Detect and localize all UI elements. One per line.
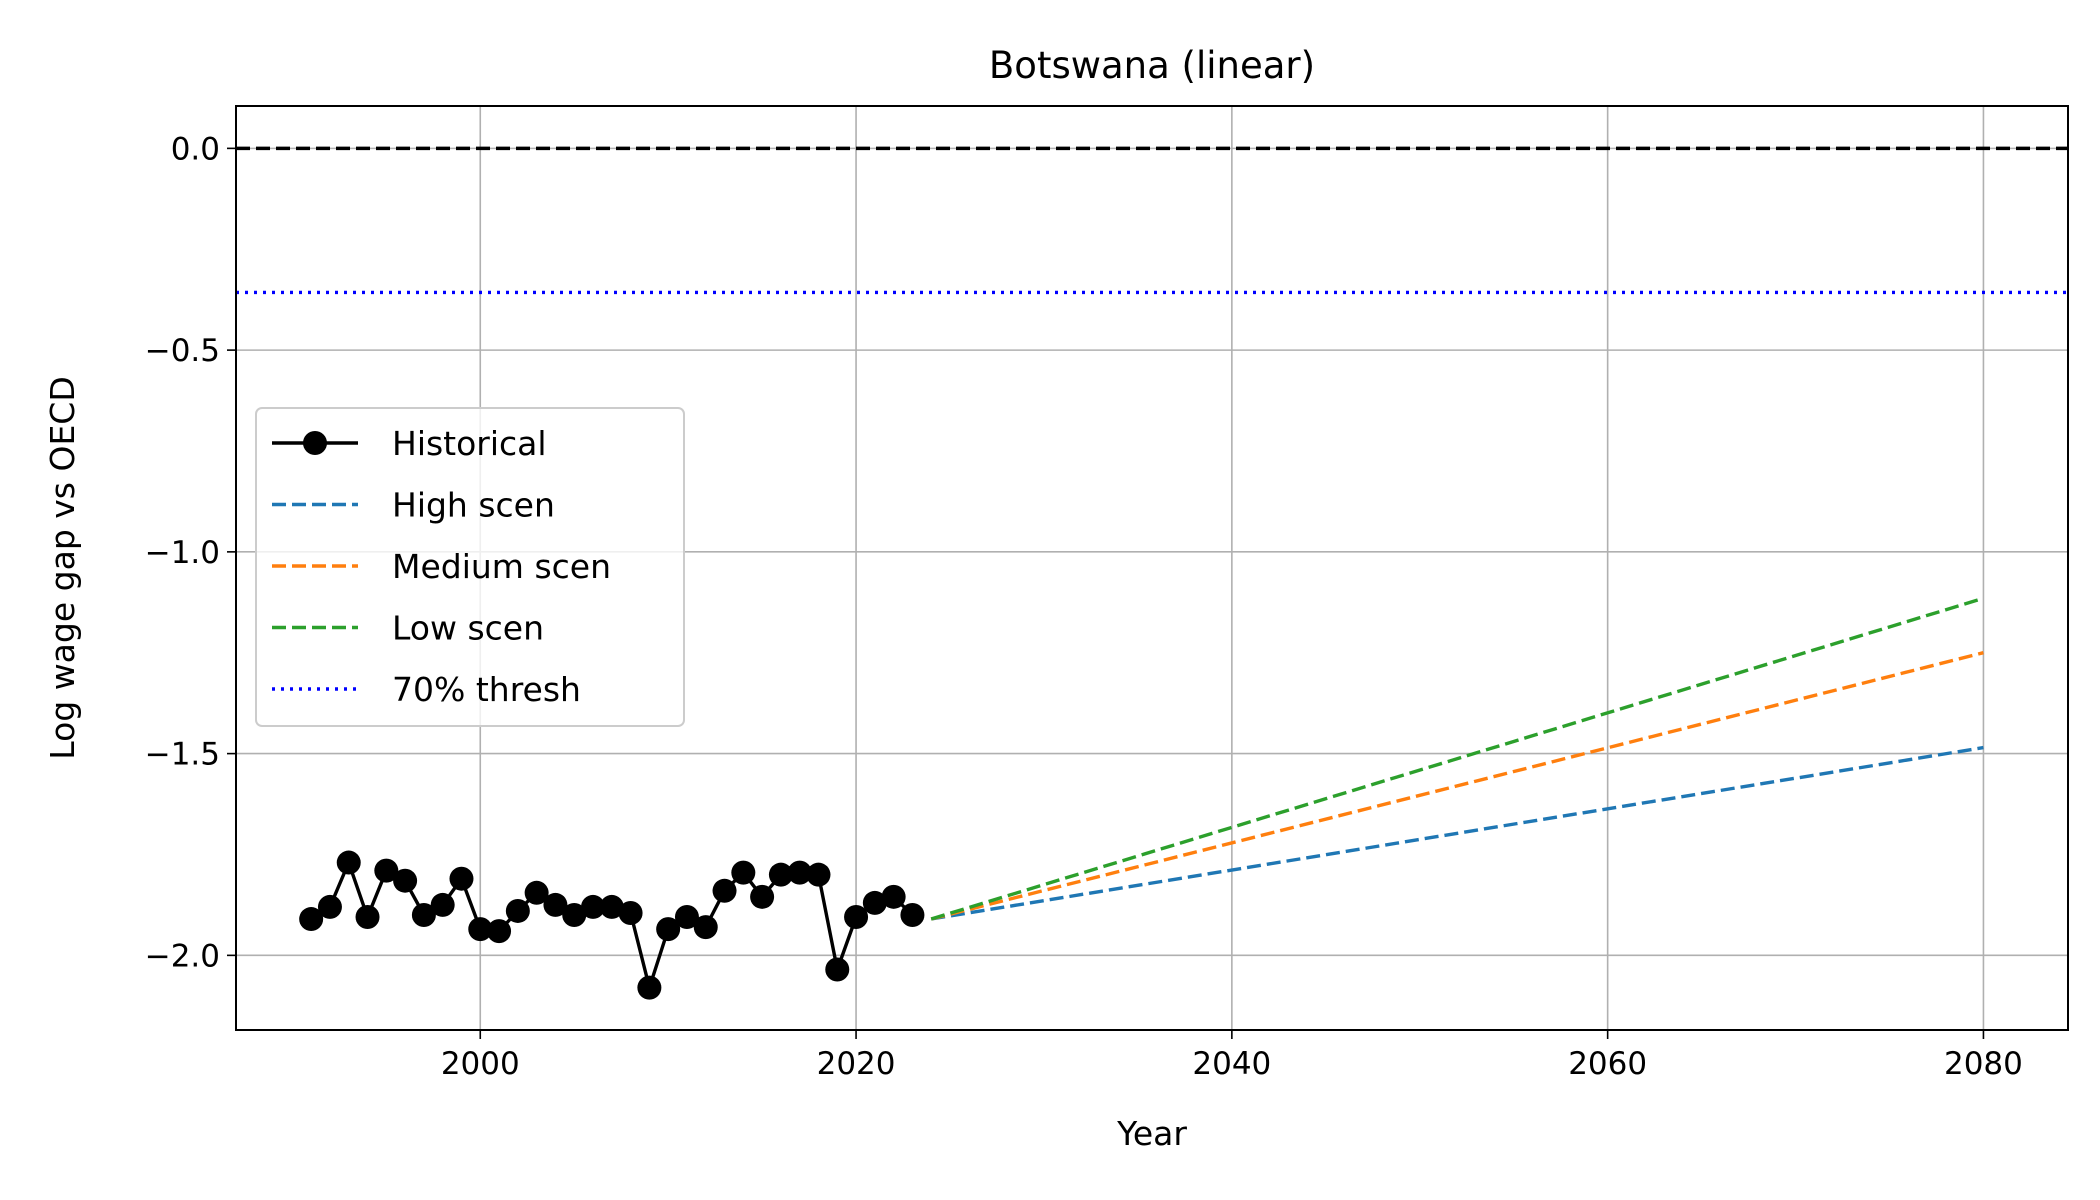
series-point xyxy=(355,905,380,930)
series-line-1 xyxy=(930,745,1984,921)
legend-label: 70% thresh xyxy=(392,670,581,709)
series-point xyxy=(618,900,643,925)
series-point xyxy=(881,884,906,909)
y-tick-label: −2.0 xyxy=(145,938,220,974)
series-point xyxy=(656,917,681,942)
x-tick-label: 2040 xyxy=(1192,1046,1271,1082)
series-point xyxy=(468,917,493,942)
series-point xyxy=(430,892,455,917)
series-point xyxy=(825,957,850,982)
series-point xyxy=(637,975,662,1000)
series-layer xyxy=(236,146,2068,1000)
series-line-3 xyxy=(930,596,1984,921)
series-point xyxy=(505,898,530,923)
y-tick-label: −0.5 xyxy=(145,333,220,369)
series-point xyxy=(712,878,737,903)
series-point xyxy=(674,905,699,930)
series-line-2 xyxy=(930,651,1984,921)
x-axis-title: Year xyxy=(1116,1114,1187,1153)
series-point xyxy=(562,903,587,928)
legend-label: High scen xyxy=(392,486,555,525)
series-point xyxy=(750,884,775,909)
series-point xyxy=(787,860,812,885)
legend: Historical High scen Medium scen Low scen 70… xyxy=(255,407,685,727)
series-point xyxy=(581,894,606,919)
series-point xyxy=(599,894,624,919)
series-point xyxy=(374,858,399,883)
series-point xyxy=(411,903,436,928)
y-tick-label: −1.0 xyxy=(145,535,220,571)
x-tick-label: 2060 xyxy=(1568,1046,1647,1082)
y-tick-label: 0.0 xyxy=(171,131,220,167)
plot-area-frame xyxy=(235,105,2069,1031)
series-point xyxy=(317,894,342,919)
x-tick-label: 2020 xyxy=(817,1046,896,1082)
series-point xyxy=(693,915,718,940)
series-point xyxy=(336,850,361,875)
series-point xyxy=(543,892,568,917)
legend-label: Medium scen xyxy=(392,547,611,586)
x-tick-label: 2000 xyxy=(441,1046,520,1082)
series-point xyxy=(731,860,756,885)
chart-title: Botswana (linear) xyxy=(989,44,1315,87)
y-tick-label: −1.5 xyxy=(145,737,220,773)
series-point xyxy=(449,866,474,891)
x-tick-label: 2080 xyxy=(1944,1046,2023,1082)
legend-label: Historical xyxy=(392,424,547,463)
series-point xyxy=(524,880,549,905)
series-point xyxy=(393,868,418,893)
tick-layer: 2000 2020 2040 2060 2080 0.0 −0.5 −1.0 −1.5 −2.0 xyxy=(145,131,2023,1082)
series-point xyxy=(806,862,831,887)
legend-box xyxy=(255,407,685,727)
series-point xyxy=(844,905,869,930)
legend-label: Low scen xyxy=(392,609,544,648)
series-point xyxy=(862,890,887,915)
y-axis-title: Log wage gap vs OECD xyxy=(43,376,82,759)
series-point xyxy=(768,862,793,887)
series-point xyxy=(900,903,925,928)
series-point xyxy=(487,919,512,944)
series-point xyxy=(299,907,324,932)
legend-marker xyxy=(303,431,327,455)
